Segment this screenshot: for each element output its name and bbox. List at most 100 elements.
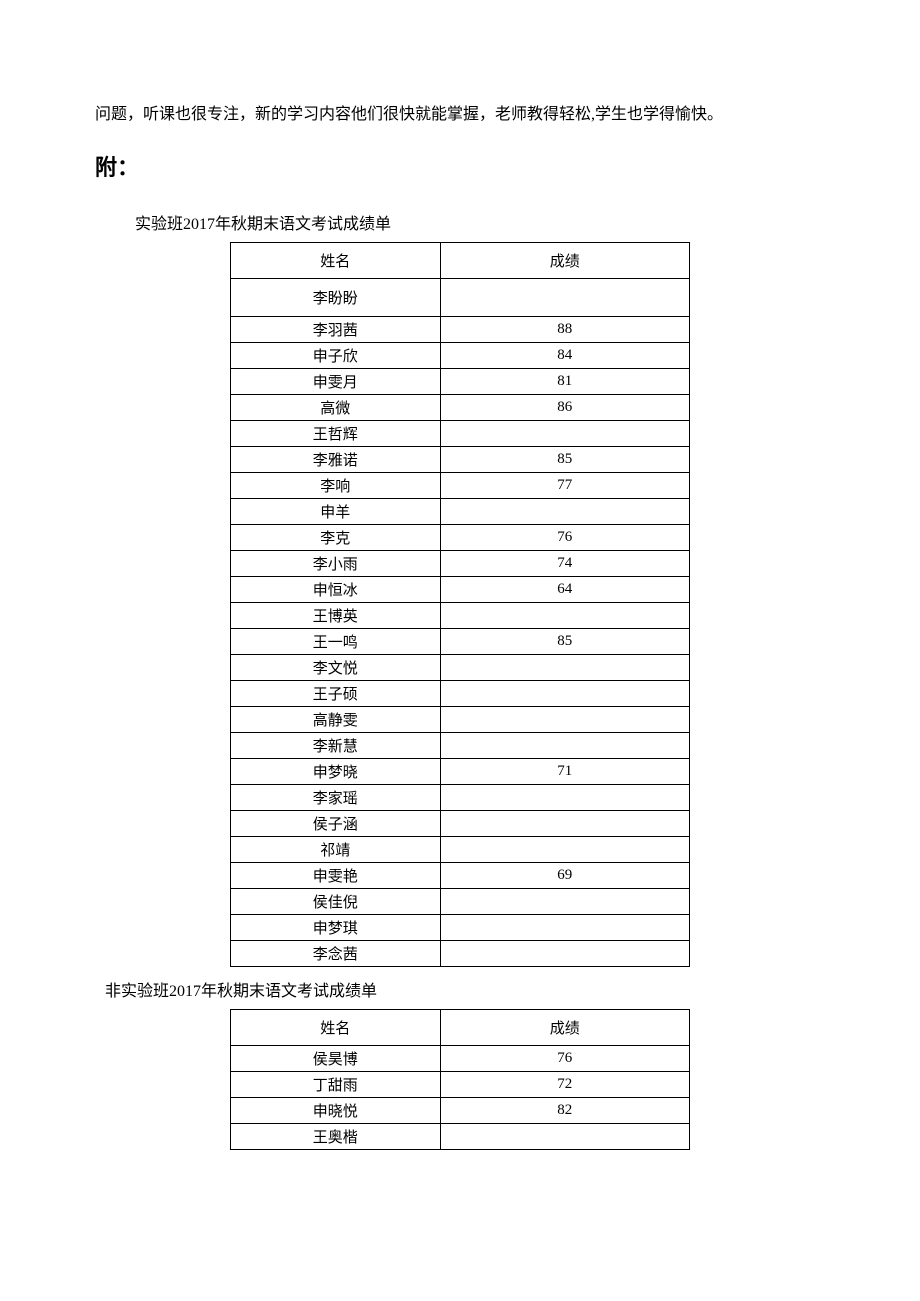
table-row: 侯昊博76 <box>231 1046 690 1072</box>
cell-name: 申羊 <box>231 499 441 525</box>
table-row: 王子硕 <box>231 681 690 707</box>
cell-score <box>440 733 689 759</box>
cell-score <box>440 1124 689 1150</box>
cell-score: 85 <box>440 629 689 655</box>
table-row: 王博英 <box>231 603 690 629</box>
cell-name: 申梦晓 <box>231 759 441 785</box>
cell-score: 64 <box>440 577 689 603</box>
table2-header-score: 成绩 <box>440 1010 689 1046</box>
cell-name: 申雯月 <box>231 369 441 395</box>
cell-name: 李羽茜 <box>231 317 441 343</box>
table-row: 李盼盼 <box>231 279 690 317</box>
table1-header-score: 成绩 <box>440 243 689 279</box>
table-row: 李家瑶 <box>231 785 690 811</box>
cell-name: 李新慧 <box>231 733 441 759</box>
intro-paragraph: 问题，听课也很专注，新的学习内容他们很快就能掌握，老师教得轻松,学生也学得愉快。 <box>95 100 825 130</box>
table-row: 申雯艳69 <box>231 863 690 889</box>
cell-score: 77 <box>440 473 689 499</box>
table1: 姓名 成绩 李盼盼李羽茜88申子欣84申雯月81高微86王哲辉李雅诺85李响77… <box>230 242 690 967</box>
cell-score <box>440 421 689 447</box>
table-row: 申雯月81 <box>231 369 690 395</box>
table-row: 申晓悦82 <box>231 1098 690 1124</box>
table-row: 丁甜雨72 <box>231 1072 690 1098</box>
table1-header-name: 姓名 <box>231 243 441 279</box>
cell-name: 高微 <box>231 395 441 421</box>
cell-name: 侯昊博 <box>231 1046 441 1072</box>
cell-score <box>440 603 689 629</box>
cell-score <box>440 785 689 811</box>
cell-score <box>440 681 689 707</box>
table-row: 李文悦 <box>231 655 690 681</box>
table-row: 李念茜 <box>231 941 690 967</box>
cell-name: 丁甜雨 <box>231 1072 441 1098</box>
cell-score: 69 <box>440 863 689 889</box>
cell-name: 申子欣 <box>231 343 441 369</box>
cell-score: 72 <box>440 1072 689 1098</box>
table-row: 高静雯 <box>231 707 690 733</box>
table2-title: 非实验班2017年秋期末语文考试成绩单 <box>95 977 825 1001</box>
cell-name: 李盼盼 <box>231 279 441 317</box>
table-row: 李新慧 <box>231 733 690 759</box>
cell-name: 侯佳倪 <box>231 889 441 915</box>
cell-name: 李克 <box>231 525 441 551</box>
appendix-label: 附： <box>95 150 825 182</box>
cell-name: 李文悦 <box>231 655 441 681</box>
table-row: 王一鸣85 <box>231 629 690 655</box>
cell-score <box>440 655 689 681</box>
cell-score: 81 <box>440 369 689 395</box>
cell-name: 申恒冰 <box>231 577 441 603</box>
cell-score <box>440 279 689 317</box>
cell-name: 李念茜 <box>231 941 441 967</box>
cell-score <box>440 499 689 525</box>
table-row: 王哲辉 <box>231 421 690 447</box>
cell-name: 祁靖 <box>231 837 441 863</box>
cell-name: 王一鸣 <box>231 629 441 655</box>
table-row: 高微86 <box>231 395 690 421</box>
cell-name: 高静雯 <box>231 707 441 733</box>
table1-title: 实验班2017年秋期末语文考试成绩单 <box>95 210 825 234</box>
cell-score: 76 <box>440 1046 689 1072</box>
cell-score: 71 <box>440 759 689 785</box>
cell-name: 王奥楷 <box>231 1124 441 1150</box>
cell-name: 侯子涵 <box>231 811 441 837</box>
table-row: 申恒冰64 <box>231 577 690 603</box>
cell-name: 申雯艳 <box>231 863 441 889</box>
cell-score: 82 <box>440 1098 689 1124</box>
cell-score: 85 <box>440 447 689 473</box>
table2-header-row: 姓名 成绩 <box>231 1010 690 1046</box>
table-row: 李羽茜88 <box>231 317 690 343</box>
table2: 姓名 成绩 侯昊博76丁甜雨72申晓悦82王奥楷 <box>230 1009 690 1150</box>
table-row: 李响77 <box>231 473 690 499</box>
cell-name: 李响 <box>231 473 441 499</box>
cell-name: 李雅诺 <box>231 447 441 473</box>
cell-score <box>440 707 689 733</box>
cell-name: 李家瑶 <box>231 785 441 811</box>
cell-score: 86 <box>440 395 689 421</box>
table1-header-row: 姓名 成绩 <box>231 243 690 279</box>
cell-score: 84 <box>440 343 689 369</box>
table2-header-name: 姓名 <box>231 1010 441 1046</box>
table-row: 王奥楷 <box>231 1124 690 1150</box>
table-row: 侯佳倪 <box>231 889 690 915</box>
cell-name: 王博英 <box>231 603 441 629</box>
cell-name: 申梦琪 <box>231 915 441 941</box>
table-row: 李小雨74 <box>231 551 690 577</box>
cell-name: 王哲辉 <box>231 421 441 447</box>
table-row: 祁靖 <box>231 837 690 863</box>
cell-score: 74 <box>440 551 689 577</box>
cell-name: 王子硕 <box>231 681 441 707</box>
cell-score: 88 <box>440 317 689 343</box>
cell-name: 申晓悦 <box>231 1098 441 1124</box>
cell-score <box>440 837 689 863</box>
table-row: 申梦琪 <box>231 915 690 941</box>
cell-name: 李小雨 <box>231 551 441 577</box>
cell-score: 76 <box>440 525 689 551</box>
cell-score <box>440 941 689 967</box>
table-row: 申梦晓71 <box>231 759 690 785</box>
table-row: 李克76 <box>231 525 690 551</box>
table-row: 侯子涵 <box>231 811 690 837</box>
table-row: 李雅诺85 <box>231 447 690 473</box>
cell-score <box>440 889 689 915</box>
cell-score <box>440 915 689 941</box>
cell-score <box>440 811 689 837</box>
